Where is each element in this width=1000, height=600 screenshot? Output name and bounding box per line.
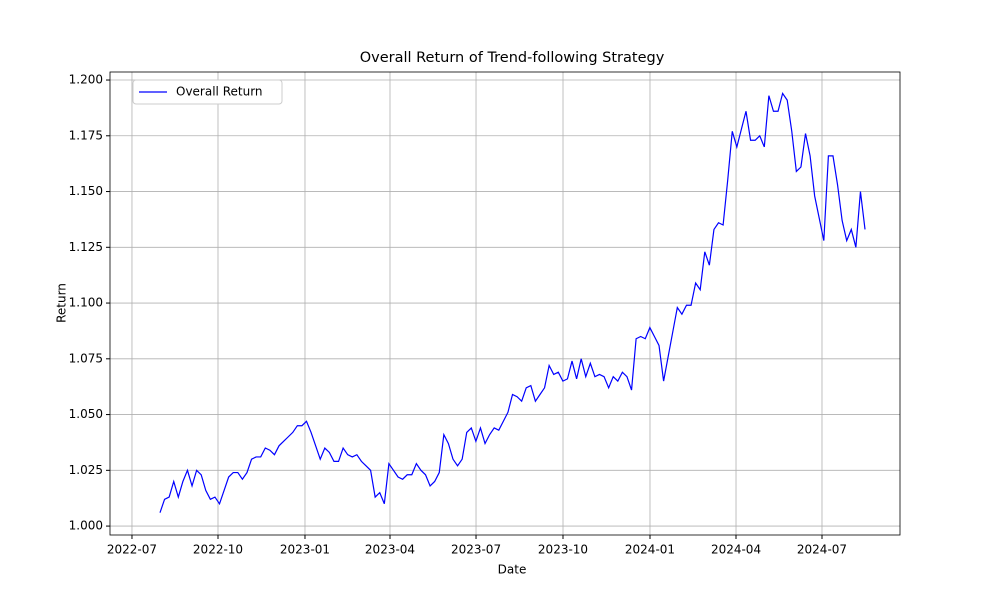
y-tick-label: 1.000 [69,519,103,533]
y-tick-label: 1.150 [69,184,103,198]
y-tick-label: 1.050 [69,407,103,421]
y-tick-label: 1.175 [69,128,103,142]
x-tick-label: 2023-04 [365,543,415,557]
data-line [159,91,866,513]
y-tick-label: 1.125 [69,240,103,254]
x-tick-label: 2024-07 [797,543,847,557]
x-tick-label: 2023-07 [451,543,501,557]
legend-label: Overall Return [176,85,263,99]
x-tick-label: 2024-01 [625,543,675,557]
x-axis-label: Date [498,563,527,577]
plot-frame [109,71,901,536]
x-tick-label: 2022-10 [193,543,243,557]
x-tick-label: 2022-07 [107,543,157,557]
y-tick-label: 1.025 [69,463,103,477]
y-tick-label: 1.200 [69,73,103,87]
chart-title: Overall Return of Trend-following Strate… [360,50,665,66]
x-tick-label: 2024-04 [711,543,761,557]
y-tick-label: 1.075 [69,351,103,365]
legend-box [132,79,283,105]
y-tick-label: 1.100 [69,296,103,310]
x-tick-label: 2023-01 [280,543,330,557]
y-axis-label: Return [55,283,69,323]
x-tick-label: 2023-10 [538,543,588,557]
